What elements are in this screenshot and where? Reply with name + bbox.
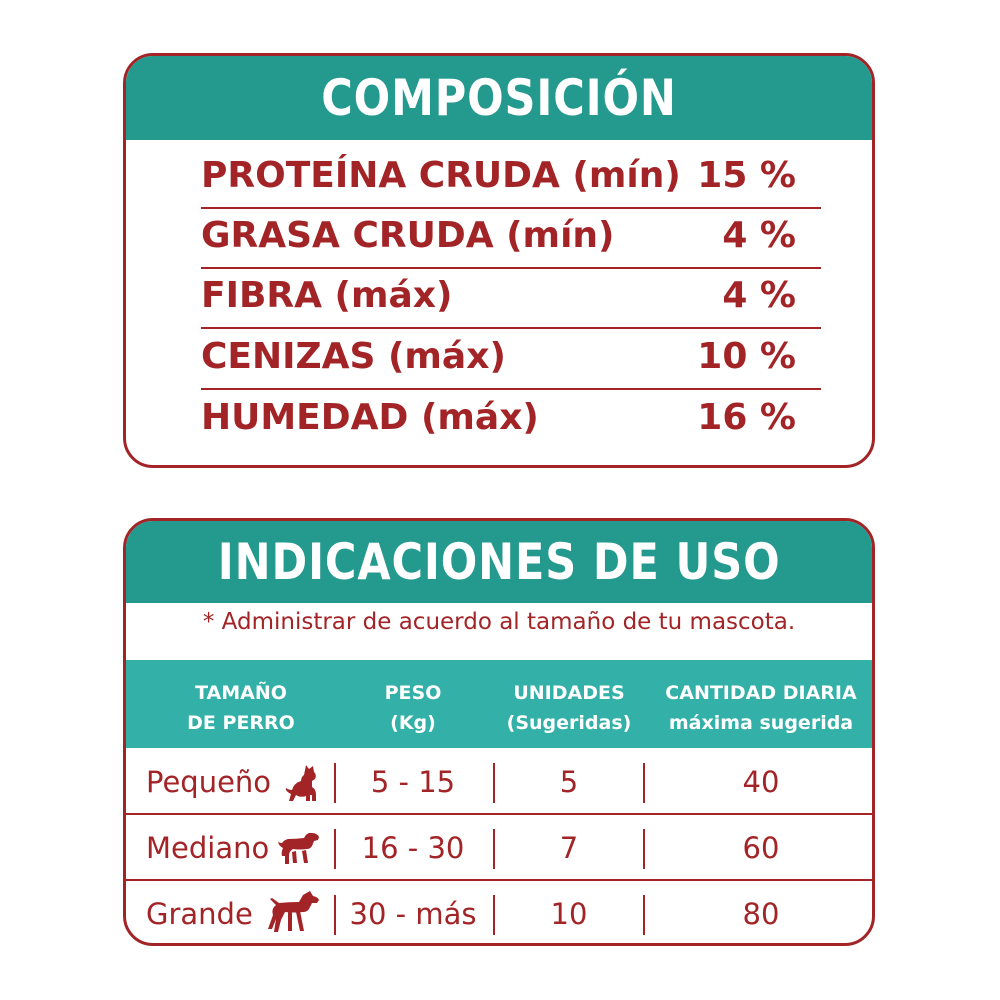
row-divider [201,267,821,269]
row-divider [201,327,821,329]
row-divider [126,879,872,881]
size-label: Mediano [146,831,270,865]
nutrient-label: FIBRA (máx) [201,275,453,316]
nutrient-label: GRASA CRUDA (mín) [201,215,615,256]
units-value: 10 [550,897,588,931]
nutrient-value: 4 % [722,275,796,316]
units-value: 5 [559,765,579,799]
nutrient-label: HUMEDAD (máx) [201,397,539,438]
column-divider [334,829,336,869]
column-divider [643,829,645,869]
daily-value: 80 [742,897,780,931]
usage-title: INDICACIONES DE USO [126,521,872,603]
table-row: Mediano 16 - 30 7 60 [126,815,872,881]
size-label: Grande [146,897,253,931]
column-divider [643,895,645,935]
header-size: TAMAÑO DE PERRO [187,682,295,734]
medium-dog-icon [278,833,319,864]
column-divider [643,763,645,803]
nutrient-value: 10 % [697,336,796,377]
row-divider [201,388,821,390]
usage-card: INDICACIONES DE USO * Administrar de acu… [123,518,875,946]
nutrition-row: HUMEDAD (máx) 16 % [201,393,821,451]
usage-note: * Administrar de acuerdo al tamaño de tu… [202,609,796,635]
weight-value: 5 - 15 [370,765,456,799]
table-row: Pequeño 5 - 15 5 40 [126,749,872,815]
units-value: 7 [559,831,579,865]
large-dog-icon [268,891,319,932]
nutrient-value: 16 % [697,397,796,438]
header-weight: PESO (Kg) [384,682,442,734]
nutrition-title: COMPOSICIÓN NUTRICIONAL [126,56,872,211]
daily-value: 40 [742,765,780,799]
nutrition-row: FIBRA (máx) 4 % [201,271,821,329]
row-divider [201,207,821,209]
column-divider [334,895,336,935]
nutrient-label: CENIZAS (máx) [201,336,506,377]
header-units: UNIDADES (Sugeridas) [506,682,632,734]
row-divider [126,813,872,815]
nutrient-value: 15 % [697,155,796,196]
nutrition-row: GRASA CRUDA (mín) 4 % [201,211,821,269]
weight-value: 16 - 30 [361,831,465,865]
table-row: Grande 30 - más 10 80 [126,881,872,943]
small-dog-icon [286,765,316,801]
column-divider [493,895,495,935]
nutrition-row: PROTEÍNA CRUDA (mín) 15 % [201,151,821,209]
column-divider [493,829,495,869]
column-divider [493,763,495,803]
size-label: Pequeño [146,765,272,799]
weight-value: 30 - más [349,897,477,931]
nutrient-value: 4 % [722,215,796,256]
table-header: TAMAÑO DE PERRO PESO (Kg) UNIDADES (Suge… [126,660,872,748]
daily-value: 60 [742,831,780,865]
nutrient-label: PROTEÍNA CRUDA (mín) [201,155,681,196]
column-divider [334,763,336,803]
header-daily: CANTIDAD DIARIA máxima sugerida [665,682,857,734]
nutrition-row: CENIZAS (máx) 10 % [201,332,821,390]
nutrition-card: COMPOSICIÓN NUTRICIONAL PROTEÍNA CRUDA (… [123,53,875,468]
